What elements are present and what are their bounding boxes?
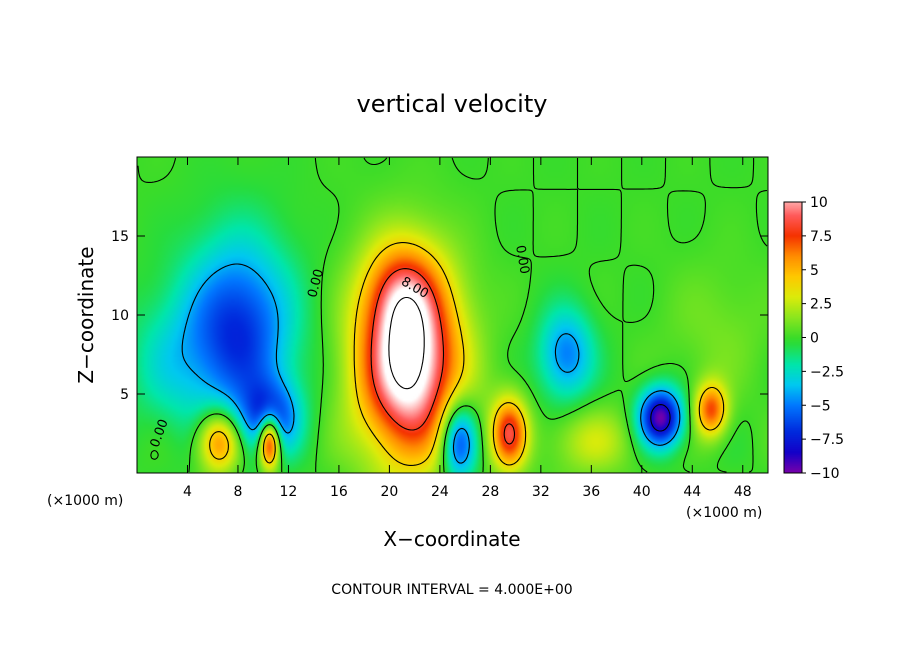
y-axis: 5 10 15 <box>111 229 768 403</box>
contour-label: 0.00 <box>512 244 532 275</box>
x-tick-label: 4 <box>183 484 192 500</box>
plot-area: 0.000.00 8.000.00 <box>136 156 769 474</box>
colorbar-tick-label: 2.5 <box>810 297 832 313</box>
contour-line <box>181 263 681 464</box>
velocity-field <box>137 157 768 473</box>
x-tick-label: 20 <box>380 484 398 500</box>
x-unit-right: (×1000 m) <box>686 505 762 521</box>
y-tick-label: 10 <box>111 308 129 324</box>
x-tick-label: 44 <box>683 484 701 500</box>
x-unit-left: (×1000 m) <box>47 493 123 509</box>
contour-line <box>650 404 671 432</box>
colorbar-tick-label: −5 <box>810 398 831 414</box>
chart-title: vertical velocity <box>357 90 548 118</box>
x-tick-label: 12 <box>280 484 298 500</box>
colorbar-ticks: 10 7.5 5 2.5 0 −2.5 −5 −7.5 −10 <box>802 195 844 482</box>
x-tick-label: 16 <box>330 484 348 500</box>
x-tick-label: 48 <box>734 484 752 500</box>
colorbar-tick-label: −2.5 <box>810 364 844 380</box>
colorbar-tick-label: −10 <box>810 466 840 482</box>
y-tick-label: 15 <box>111 229 129 245</box>
contour-line <box>370 268 516 445</box>
colorbar-tick-label: −7.5 <box>810 432 844 448</box>
contour-interval-note: CONTOUR INTERVAL = 4.000E+00 <box>331 582 572 598</box>
y-axis-title: Z−coordinate <box>74 246 98 383</box>
x-tick-label: 8 <box>233 484 242 500</box>
x-axis-title: X−coordinate <box>383 527 520 551</box>
x-tick-label: 36 <box>582 484 600 500</box>
contour-line <box>388 296 425 390</box>
x-axis: 4 8 12 16 20 24 28 32 36 40 44 48 <box>183 157 752 500</box>
x-tick-label: 24 <box>431 484 449 500</box>
contour-label: 0.00 <box>305 267 327 299</box>
colorbar-tick-label: 7.5 <box>810 229 832 245</box>
contour-lines <box>137 157 768 473</box>
colorbar-tick-label: 10 <box>810 195 828 211</box>
colorbar-tick-label: 0 <box>810 331 819 347</box>
x-tick-label: 32 <box>532 484 550 500</box>
colorbar-tick-label: 5 <box>810 263 819 279</box>
x-tick-label: 28 <box>481 484 499 500</box>
y-tick-label: 5 <box>120 387 129 403</box>
x-tick-label: 40 <box>633 484 651 500</box>
colorbar-gradient <box>784 202 802 473</box>
contour-line <box>209 242 725 466</box>
colorbar: 10 7.5 5 2.5 0 −2.5 −5 −7.5 −10 <box>783 195 844 482</box>
contour-line <box>137 157 768 473</box>
